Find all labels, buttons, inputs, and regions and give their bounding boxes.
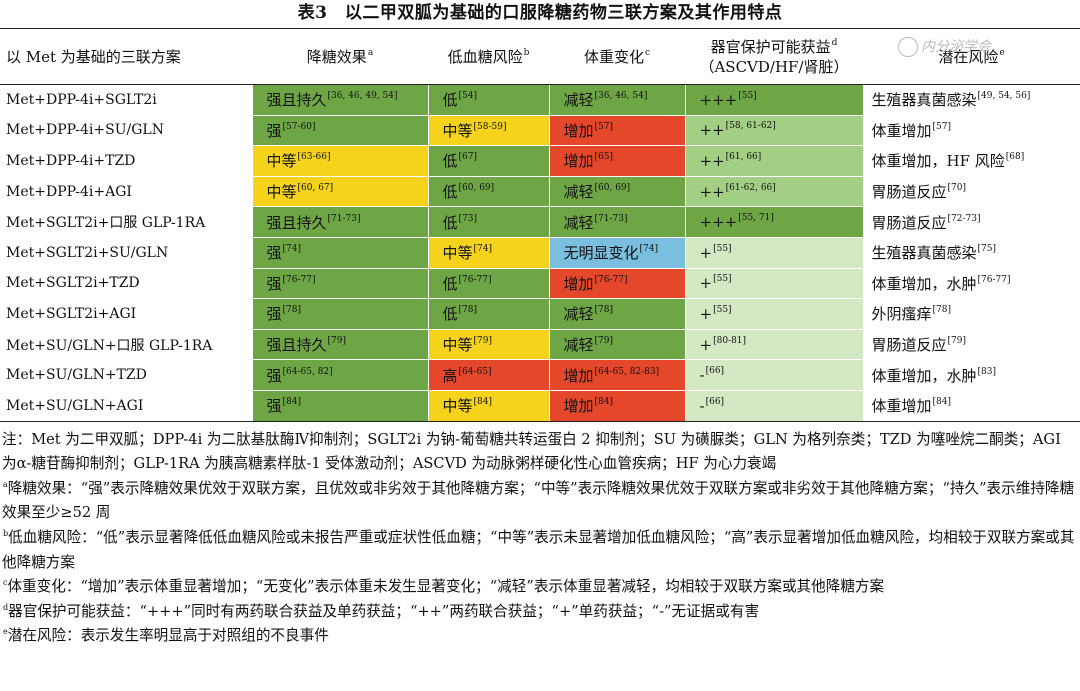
table-caption: 表3 以二甲双胍为基础的口服降糖药物三联方案及其作用特点 [297,3,783,23]
table-row: Met+DPP-4i+SGLT2i 强且持久[36, 46, 49, 54] 低[5… [0,84,1080,116]
organ-cell: +[55] [685,268,864,300]
weight-cell: 减轻[36, 46, 54] [549,84,686,116]
header-risk: 潜在风险e [863,28,1080,85]
table-notes: 注：Met 为二甲双胍；DPP-4i 为二肽基肽酶Ⅳ抑制剂；SGLT2i 为钠-… [0,422,1080,649]
table-body: Met+DPP-4i+SGLT2i 强且持久[36, 46, 49, 54] 低[5… [0,84,1080,422]
risk-cell: 体重增加，HF 风险[68] [863,145,1080,177]
table-row: Met+DPP-4i+TZD 中等[63-66] 低[67] 增加[65] ++[61,… [0,145,1080,177]
glucose-cell: 强[74] [252,237,429,269]
hypo-cell: 中等[79] [428,329,550,361]
note-b: b低血糖风险：“低”表示显著降低低血糖风险或未报告严重或症状性低血糖；“中等”表… [2,528,1075,571]
regimen-cell: Met+SU/GLN+口服 GLP-1RA [0,329,253,361]
organ-cell: ++[61, 66] [685,145,864,177]
table-row: Met+SGLT2i+TZD 强[76-77] 低[76-77] 增加[76-77] +… [0,268,1080,300]
weight-cell: 无明显变化[74] [549,237,686,269]
society-logo-icon [898,37,918,57]
table-row: Met+SGLT2i+SU/GLN 强[74] 中等[74] 无明显变化[74] +[5… [0,237,1080,269]
glucose-cell: 强且持久[79] [252,329,429,361]
risk-cell: 胃肠道反应[70] [863,176,1080,208]
hypo-cell: 低[78] [428,298,550,330]
weight-cell: 减轻[79] [549,329,686,361]
glucose-cell: 强且持久[71-73] [252,206,429,238]
weight-cell: 增加[65] [549,145,686,177]
watermark: 内分泌学会 [898,36,991,57]
regimen-cell: Met+SGLT2i+AGI [0,298,253,330]
risk-cell: 外阴瘙痒[78] [863,298,1080,330]
note-d: d器官保护可能获益：“+++”同时有两药联合获益及单药获益；“++”两药联合获益… [3,602,760,620]
note-c: c体重变化：“增加”表示体重显著增加；“无变化”表示体重未发生显著变化；“减轻”… [3,578,885,596]
glucose-cell: 强[64-65, 82] [252,359,429,391]
table-row: Met+DPP-4i+SU/GLN 强[57-60] 中等[58-59] 增加[57]… [0,115,1080,147]
table-row: Met+SU/GLN+口服 GLP-1RA 强且持久[79] 中等[79] 减轻[79… [0,329,1080,361]
risk-cell: 胃肠道反应[79] [863,329,1080,361]
risk-cell: 体重增加[57] [863,115,1080,147]
note-a: a降糖效果：“强”表示降糖效果优效于双联方案，且优效或非劣效于其他降糖方案；“中… [2,479,1075,522]
note-e: e潜在风险：表示发生率明显高于对照组的不良事件 [3,627,329,645]
organ-cell: -[66] [685,390,864,422]
hypo-cell: 低[67] [428,145,550,177]
regimen-cell: Met+SGLT2i+TZD [0,268,253,300]
organ-cell: +[55] [685,237,864,269]
risk-cell: 体重增加[84] [863,390,1080,422]
risk-cell: 生殖器真菌感染[75] [863,237,1080,269]
hypo-cell: 低[54] [428,84,550,116]
table-row: Met+SGLT2i+AGI 强[78] 低[78] 减轻[78] +[55] 外阴瘙痒[… [0,298,1080,330]
weight-cell: 增加[64-65, 82-83] [549,359,686,391]
regimen-cell: Met+DPP-4i+SU/GLN [0,115,253,147]
regimen-cell: Met+SGLT2i+SU/GLN [0,237,253,269]
glucose-cell: 中等[63-66] [252,145,429,177]
risk-cell: 胃肠道反应[72-73] [863,206,1080,238]
header-row: 以 Met 为基础的三联方案 降糖效果a 低血糖风险b 体重变化c 器官保护可能… [0,28,1080,85]
regimen-cell: Met+SGLT2i+口服 GLP-1RA [0,206,253,238]
header-hypo: 低血糖风险b [428,28,549,85]
header-organ: 器官保护可能获益d （ASCVD/HF/肾脏） [685,28,863,85]
organ-cell: +++[55, 71] [685,206,864,238]
organ-cell: ++[58, 61-62] [685,115,864,147]
header-glucose: 降糖效果a [252,28,428,85]
hypo-cell: 中等[58-59] [428,115,550,147]
table-row: Met+SU/GLN+TZD 强[64-65, 82] 高[64-65] 增加[64-… [0,359,1080,391]
organ-cell: ++[61-62, 66] [685,176,864,208]
hypo-cell: 低[73] [428,206,550,238]
weight-cell: 增加[84] [549,390,686,422]
organ-cell: +++[55] [685,84,864,116]
header-regimen: 以 Met 为基础的三联方案 [0,28,252,85]
glucose-cell: 中等[60, 67] [252,176,429,208]
risk-cell: 体重增加，水肿[76-77] [863,268,1080,300]
risk-cell: 体重增加，水肿[83] [863,359,1080,391]
regimen-cell: Met+DPP-4i+SGLT2i [0,84,253,116]
note-abbreviations: 注：Met 为二甲双胍；DPP-4i 为二肽基肽酶Ⅳ抑制剂；SGLT2i 为钠-… [2,430,1061,473]
risk-cell: 生殖器真菌感染[49, 54, 56] [863,84,1080,116]
weight-cell: 减轻[60, 69] [549,176,686,208]
table-row: Met+DPP-4i+AGI 中等[60, 67] 低[60, 69] 减轻[60, … [0,176,1080,208]
glucose-cell: 强[76-77] [252,268,429,300]
glucose-cell: 强[57-60] [252,115,429,147]
hypo-cell: 低[60, 69] [428,176,550,208]
organ-cell: +[55] [685,298,864,330]
hypo-cell: 低[76-77] [428,268,550,300]
organ-cell: +[80-81] [685,329,864,361]
regimen-cell: Met+DPP-4i+AGI [0,176,253,208]
glucose-cell: 强[78] [252,298,429,330]
weight-cell: 减轻[71-73] [549,206,686,238]
glucose-cell: 强且持久[36, 46, 49, 54] [252,84,429,116]
watermark-text: 内分泌学会 [921,39,991,55]
regimen-cell: Met+SU/GLN+AGI [0,390,253,422]
hypo-cell: 中等[74] [428,237,550,269]
table-row: Met+SU/GLN+AGI 强[84] 中等[84] 增加[84] -[66] 体重增加… [0,390,1080,422]
weight-cell: 增加[76-77] [549,268,686,300]
regimen-cell: Met+SU/GLN+TZD [0,359,253,391]
regimen-table: 以 Met 为基础的三联方案 降糖效果a 低血糖风险b 体重变化c 器官保护可能… [0,28,1080,422]
regimen-cell: Met+DPP-4i+TZD [0,145,253,177]
organ-cell: -[66] [685,359,864,391]
hypo-cell: 高[64-65] [428,359,550,391]
table-row: Met+SGLT2i+口服 GLP-1RA 强且持久[71-73] 低[73] 减轻[… [0,206,1080,238]
hypo-cell: 中等[84] [428,390,550,422]
header-weight: 体重变化c [549,28,685,85]
weight-cell: 增加[57] [549,115,686,147]
weight-cell: 减轻[78] [549,298,686,330]
glucose-cell: 强[84] [252,390,429,422]
